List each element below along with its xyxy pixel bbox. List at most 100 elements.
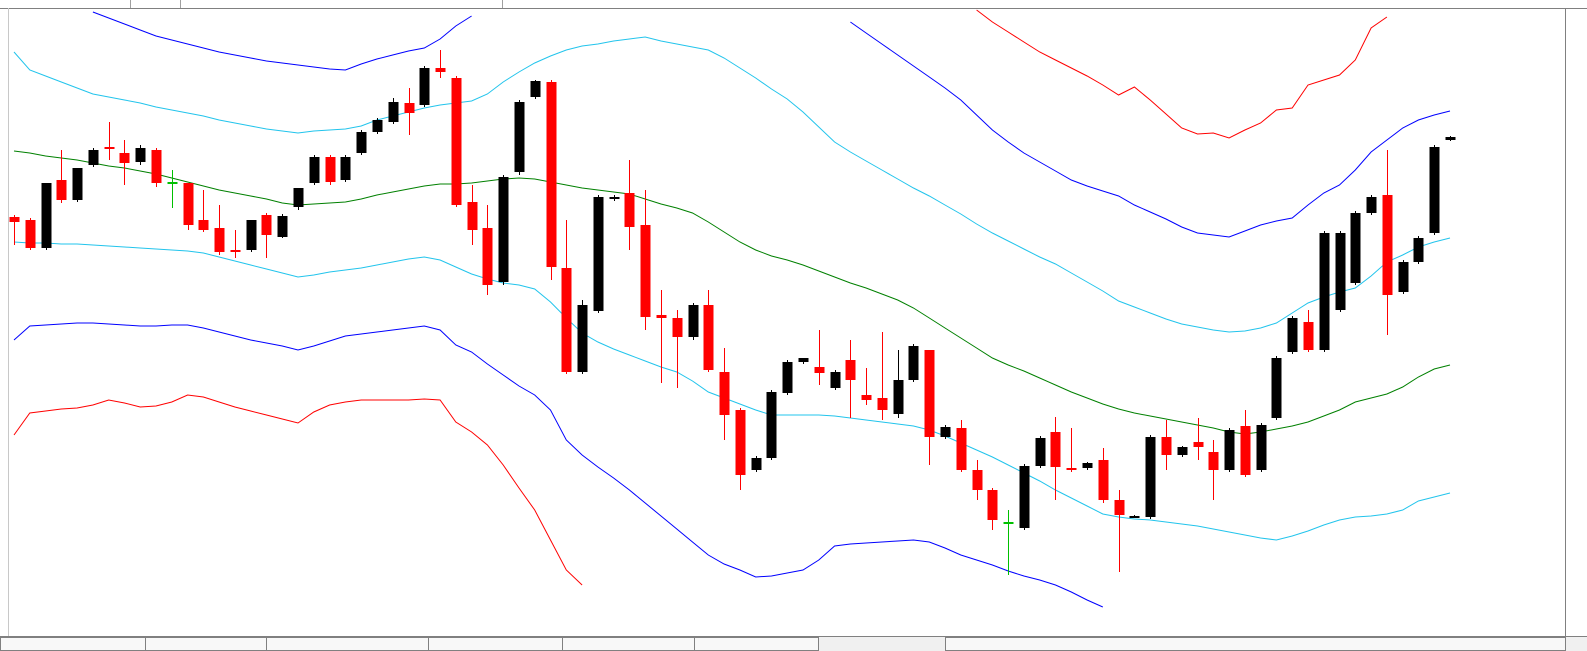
candle-body xyxy=(119,153,130,163)
candle-body xyxy=(41,183,52,248)
candle-body xyxy=(1114,500,1125,515)
candle-body xyxy=(1161,437,1172,455)
candle-body xyxy=(751,458,762,470)
candle-body xyxy=(467,202,478,230)
candle-body xyxy=(908,346,919,380)
candle-body xyxy=(877,398,888,410)
candle-body xyxy=(356,132,367,153)
candle-body xyxy=(514,102,525,172)
candle-body xyxy=(1350,213,1361,283)
candle-body xyxy=(546,82,557,267)
candle-body xyxy=(987,490,998,520)
candle-body xyxy=(1145,437,1156,517)
candle-body xyxy=(1303,322,1314,350)
candle-body xyxy=(798,358,809,362)
candle-body xyxy=(309,157,320,183)
candle-body xyxy=(198,220,209,230)
candle-body xyxy=(1177,447,1188,455)
candle-body xyxy=(672,318,683,337)
candle-body xyxy=(1224,430,1235,470)
band-line xyxy=(13,150,1451,435)
candle-body xyxy=(1019,466,1030,528)
candle-body xyxy=(1335,233,1346,310)
candle-body xyxy=(1066,468,1077,470)
candle-body xyxy=(135,148,146,162)
candle-body xyxy=(1208,452,1219,470)
candle-body xyxy=(940,427,951,437)
candle-body xyxy=(1445,137,1456,140)
plot-area xyxy=(9,9,1456,608)
candle-body xyxy=(1082,463,1093,468)
candle-body xyxy=(830,372,841,388)
candle-body xyxy=(1098,460,1109,500)
candle-body xyxy=(845,360,856,380)
candle-body xyxy=(1319,233,1330,350)
candle-body xyxy=(609,197,620,199)
candle-body xyxy=(1240,426,1251,475)
candle-body xyxy=(1035,438,1046,466)
candle-body xyxy=(1413,238,1424,262)
band-line xyxy=(13,241,1451,541)
candle-body xyxy=(924,350,935,437)
candle-body xyxy=(893,380,904,414)
candle-body xyxy=(388,102,399,122)
candle-body xyxy=(325,157,336,182)
candle-body xyxy=(1256,425,1267,470)
candle-body xyxy=(261,215,272,235)
candle-body xyxy=(1193,442,1204,447)
candle-body xyxy=(419,68,430,105)
candle-body xyxy=(766,392,777,458)
candle-body xyxy=(1129,516,1140,518)
candle-body xyxy=(1050,432,1061,467)
candle-body xyxy=(372,120,383,132)
candle-body xyxy=(640,225,651,317)
candle-body xyxy=(482,228,493,285)
candle-body xyxy=(293,188,304,207)
candle-body xyxy=(56,180,67,200)
candle-body xyxy=(624,193,635,227)
candle-body xyxy=(1366,197,1377,213)
candle-body xyxy=(183,183,194,225)
candle-body xyxy=(246,220,257,250)
candle-body xyxy=(72,168,83,200)
candle-body xyxy=(593,197,604,311)
tab[interactable] xyxy=(945,637,1566,651)
candle-body xyxy=(404,103,415,113)
candle-body xyxy=(340,157,351,180)
candle-body xyxy=(1429,147,1440,233)
band-line xyxy=(92,11,1451,238)
candle-body xyxy=(230,250,241,252)
candle-body xyxy=(88,150,99,165)
candle-body xyxy=(735,410,746,475)
candle-body xyxy=(656,315,667,318)
candle-body xyxy=(435,68,446,72)
candle-body xyxy=(561,268,572,372)
candle-body xyxy=(1398,262,1409,292)
candle-body xyxy=(104,147,115,149)
candle-body xyxy=(451,78,462,205)
candle-body xyxy=(972,470,983,490)
candle-body xyxy=(9,217,20,222)
candle-body xyxy=(530,81,541,97)
candle-body xyxy=(577,305,588,372)
candle-body xyxy=(25,220,36,248)
candle-body xyxy=(861,395,872,400)
candle-body xyxy=(151,150,162,183)
candle-body xyxy=(498,177,509,282)
band-line xyxy=(976,9,1388,139)
candle-body xyxy=(214,228,225,252)
band-line xyxy=(13,394,583,586)
candle-body xyxy=(814,367,825,373)
candle-body xyxy=(1287,318,1298,352)
candle-body xyxy=(688,305,699,337)
candle-body xyxy=(1382,195,1393,295)
candle-body xyxy=(1271,358,1282,418)
candle-body xyxy=(956,428,967,470)
band-line xyxy=(13,322,1104,608)
candle-body xyxy=(782,362,793,393)
tab[interactable] xyxy=(0,637,819,651)
candle-body xyxy=(703,305,714,370)
